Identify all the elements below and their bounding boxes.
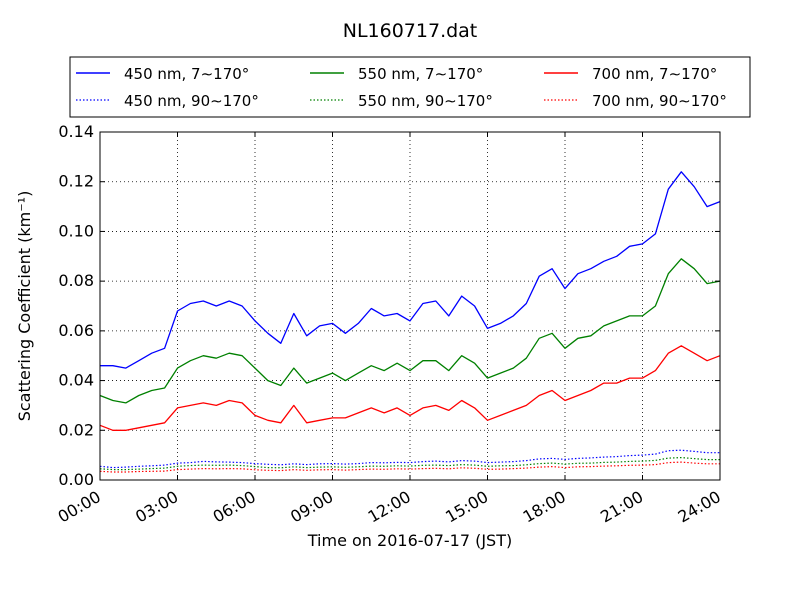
x-tick-label: 12:00 xyxy=(365,487,414,527)
x-tick-label: 00:00 xyxy=(55,487,104,527)
y-tick-label: 0.04 xyxy=(58,371,94,390)
y-tick-label: 0.08 xyxy=(58,271,94,290)
y-tick-label: 0.14 xyxy=(58,122,94,141)
x-tick-label: 06:00 xyxy=(210,487,259,527)
y-tick-label: 0.00 xyxy=(58,470,94,489)
x-tick-label: 15:00 xyxy=(442,487,491,527)
x-tick-label: 09:00 xyxy=(287,487,336,527)
x-axis-label: Time on 2016-07-17 (JST) xyxy=(307,531,512,550)
legend-label: 550 nm, 7∼170° xyxy=(358,65,483,83)
x-tick-label: 18:00 xyxy=(520,487,569,527)
legend: 450 nm, 7∼170° 550 nm, 7∼170° 700 nm, 7∼17… xyxy=(69,56,751,118)
legend-label: 700 nm, 90∼170° xyxy=(592,92,727,110)
legend-label: 550 nm, 90∼170° xyxy=(358,92,493,110)
legend-label: 700 nm, 7∼170° xyxy=(592,65,717,83)
grid-lines xyxy=(100,132,720,480)
series-line xyxy=(99,345,721,431)
x-tick-label: 21:00 xyxy=(597,487,646,527)
legend-box xyxy=(69,56,751,118)
y-axis-label: Scattering Coefficient (km⁻¹) xyxy=(15,191,34,422)
x-tick-label: 24:00 xyxy=(675,487,724,527)
series-line xyxy=(99,258,721,404)
y-tick-label: 0.06 xyxy=(58,321,94,340)
y-tick-labels: 0.00 0.02 0.04 0.06 0.08 0.10 0.12 0.14 xyxy=(58,122,94,489)
y-tick-label: 0.02 xyxy=(58,420,94,439)
legend-label: 450 nm, 90∼170° xyxy=(124,92,259,110)
series-lines xyxy=(99,171,721,473)
axis-ticks xyxy=(99,131,721,481)
chart-title: NL160717.dat xyxy=(343,20,478,42)
legend-label: 450 nm, 7∼170° xyxy=(124,65,249,83)
y-tick-label: 0.12 xyxy=(58,172,94,191)
series-line xyxy=(99,457,720,471)
x-tick-label: 03:00 xyxy=(132,487,181,527)
series-line xyxy=(100,171,721,369)
y-tick-label: 0.10 xyxy=(58,221,94,240)
x-tick-labels: 00:00 03:00 06:00 09:00 12:00 15:00 18:00 21:00… xyxy=(55,487,724,527)
series-line xyxy=(99,461,720,473)
